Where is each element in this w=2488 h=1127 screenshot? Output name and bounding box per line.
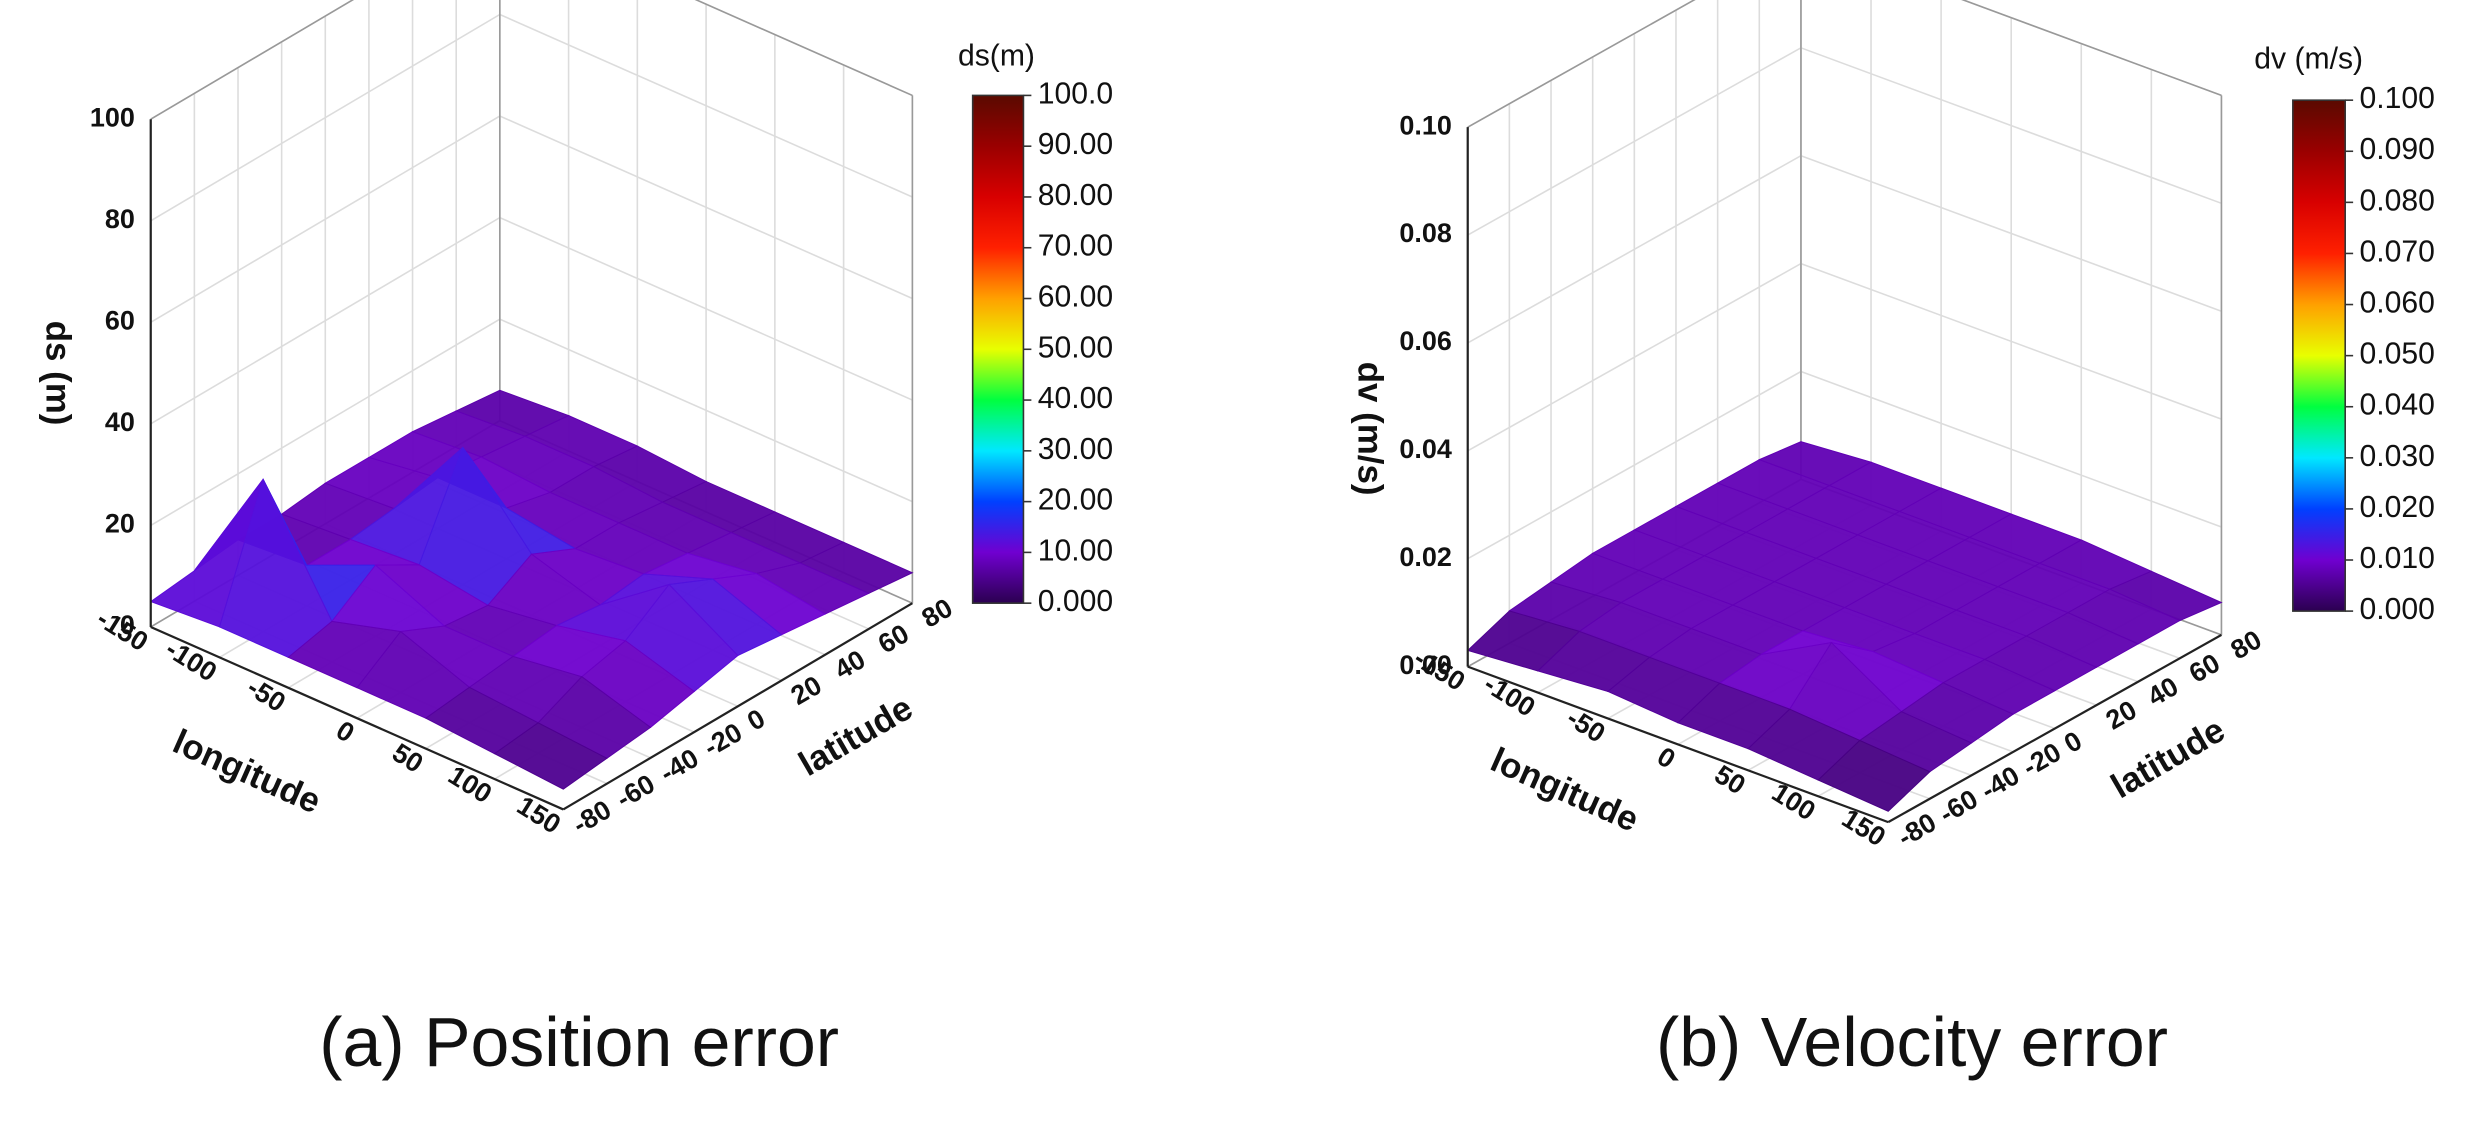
x-tick-label: -50 [1562,703,1611,749]
y-tick-label: -40 [655,743,704,788]
z-axis-title: ds (m) [38,321,77,426]
z-tick-label: 0.08 [1399,218,1452,248]
y-tick-label: 80 [917,593,958,634]
y-tick-label: -20 [698,717,747,762]
colorbar-tick-label: 40.00 [1038,382,1113,415]
x-tick-label: 50 [1709,759,1750,800]
colorbar-tick-label: 90.00 [1038,128,1113,161]
y-tick-label: -20 [2017,737,2066,782]
x-tick-label: 0 [1652,741,1681,774]
box-edge [1961,0,2222,97]
y-tick-label: 60 [2184,648,2225,689]
grid-line [150,0,913,120]
y-tick-label: 40 [829,644,870,685]
colorbar-tick-label: 100.0 [1038,77,1113,110]
colorbar-tick-label: 0.100 [2359,82,2434,115]
colorbar-tick-label: 30.00 [1038,433,1113,466]
caption: (b) Velocity error [1656,1003,2168,1081]
box-edge [1467,0,1696,128]
y-tick-label: 80 [2226,624,2267,665]
colorbar-tick-label: 0.080 [2359,184,2434,217]
y-axis [562,602,913,811]
colorbar-tick-label: 0.050 [2359,338,2434,371]
colorbar-tick-label: 50.00 [1038,331,1113,364]
colorbar-tick-label: 0.010 [2359,542,2434,575]
y-tick-label: 60 [873,618,914,659]
y-tick-label: 0 [742,703,770,736]
colorbar-tick-label: 70.00 [1038,230,1113,263]
surface-cell [1817,739,1931,812]
z-tick-label: 0.06 [1399,326,1452,356]
x-tick-label: -100 [1479,669,1541,723]
grid-line [1467,262,2222,452]
y-tick-label: 20 [786,670,827,711]
y-tick-label: -80 [1892,807,1941,852]
y-tick-label: -60 [611,769,660,814]
colorbar-tick-label: 0.000 [1038,585,1113,618]
colorbar-tick-label: 0.090 [2359,133,2434,166]
grid-line [1467,154,2222,344]
z-tick-label: 0.02 [1399,542,1452,572]
z-axis-title: dv (m/s) [1351,362,1390,496]
x-tick-label: 100 [1767,777,1821,826]
colorbar-tick-label: 80.00 [1038,179,1113,212]
x-tick-label: 50 [387,737,428,778]
y-tick-label: 0 [2059,725,2087,758]
surface-cell [493,722,608,790]
colorbar-title: ds(m) [958,39,1035,72]
y-tick-label: 20 [2101,695,2142,736]
z-tick-label: 20 [105,509,135,539]
z-tick-label: 80 [105,204,135,234]
x-tick-label: 150 [512,790,566,839]
z-tick-label: 40 [105,407,135,437]
colorbar-tick-label: 0.030 [2359,440,2434,473]
z-tick-label: 0.04 [1399,434,1452,464]
colorbar-tick-label: 0.070 [2359,235,2434,268]
x-tick-label: -100 [160,634,222,688]
x-tick-label: 100 [443,760,497,809]
colorbar-tick-label: 0.020 [2359,491,2434,524]
colorbar-tick-label: 0.060 [2359,287,2434,320]
z-tick-label: 100 [90,102,135,132]
x-axis-title: longitude [1485,740,1644,839]
z-tick-label: 60 [105,305,135,335]
y-tick-label: -60 [1934,784,1983,829]
x-tick-label: -50 [242,672,291,718]
colorbar-tick-label: 0.040 [2359,389,2434,422]
z-tick-label: 0.00 [1399,650,1452,680]
colorbar [2292,99,2346,612]
z-tick-label: 0 [120,610,135,640]
grid-line [1467,46,2222,236]
colorbar-tick-label: 10.00 [1038,534,1113,567]
y-axis [1887,633,2222,824]
x-axis [150,625,564,811]
y-tick-label: -80 [568,794,617,839]
colorbar-title: dv (m/s) [2254,42,2363,75]
colorbar [971,94,1025,604]
x-axis [1467,665,1889,824]
box-edge [150,0,355,120]
z-tick-label: 0.10 [1399,110,1452,140]
caption: (a) Position error [319,1003,839,1081]
x-tick-label: 150 [1837,803,1891,852]
y-tick-label: 40 [2142,671,2183,712]
x-axis-title: longitude [167,722,326,821]
x-tick-label: 0 [331,715,360,748]
colorbar-tick-label: 20.00 [1038,484,1113,517]
colorbar-tick-label: 60.00 [1038,280,1113,313]
colorbar-tick-label: 0.000 [2359,593,2434,626]
box-edge [694,0,913,97]
y-tick-label: -40 [1976,760,2025,805]
